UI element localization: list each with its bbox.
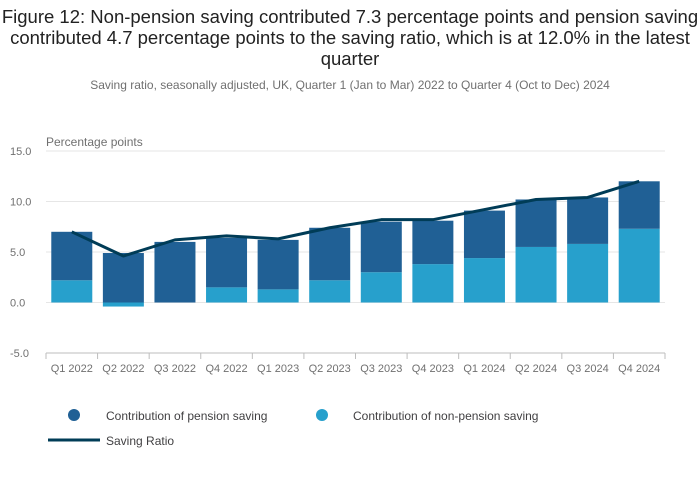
bar-non-pension: [206, 287, 248, 303]
bar-non-pension: [463, 258, 505, 303]
bar-non-pension: [567, 243, 609, 303]
legend-label-pension: Contribution of pension saving: [106, 409, 267, 423]
x-tick-label: Q4 2022: [205, 363, 247, 375]
bars: [51, 181, 660, 307]
y-tick-label: 15.0: [10, 146, 31, 158]
bar-pension: [463, 210, 505, 259]
saving-ratio-series: [71, 179, 640, 258]
y-axis-ticks: 15.0 10.0 5.0 0.0 -5.0: [10, 146, 31, 360]
bar-pension: [51, 231, 93, 281]
bar-pension: [515, 199, 557, 247]
saving-ratio-line: [71, 179, 640, 258]
x-tick-label: Q2 2022: [102, 363, 144, 375]
x-tick-label: Q3 2024: [567, 363, 609, 375]
x-tick-label: Q1 2024: [463, 363, 505, 375]
x-tick-label: Q1 2022: [51, 363, 93, 375]
y-axis-label: Percentage points: [46, 135, 143, 149]
x-tick-label: Q4 2023: [412, 363, 454, 375]
y-tick-label: 10.0: [10, 197, 31, 209]
bar-pension: [360, 221, 402, 273]
x-tick-label: Q1 2023: [257, 363, 299, 375]
chart-title: Figure 12: Non-pension saving contribute…: [1, 6, 699, 69]
bar-pension: [154, 241, 196, 303]
y-tick-label: -5.0: [10, 348, 29, 360]
legend: Contribution of pension saving Contributi…: [48, 409, 538, 448]
bar-pension: [102, 253, 144, 303]
bar-pension: [309, 227, 351, 281]
x-tick-label: Q2 2024: [515, 363, 557, 375]
bar-pension: [618, 181, 660, 229]
bar-non-pension: [257, 289, 299, 303]
bar-non-pension: [102, 302, 144, 307]
legend-marker-non-pension: [316, 409, 328, 421]
x-tick-label: Q3 2023: [360, 363, 402, 375]
x-tick-label: Q4 2024: [618, 363, 660, 375]
bar-non-pension: [515, 246, 557, 303]
bar-pension: [567, 197, 609, 244]
x-axis: Q1 2022 Q2 2022 Q3 2022 Q4 2022 Q1 2023 Q2 20…: [45, 352, 666, 375]
x-tick-label: Q3 2022: [154, 363, 196, 375]
bar-non-pension: [618, 228, 660, 303]
legend-marker-pension: [68, 409, 80, 421]
bar-pension: [206, 237, 248, 288]
bar-non-pension: [51, 280, 93, 303]
bar-non-pension: [309, 280, 351, 303]
bar-non-pension: [360, 272, 402, 303]
y-tick-label: 5.0: [10, 247, 25, 259]
bar-pension: [257, 239, 299, 290]
x-tick-label: Q2 2023: [309, 363, 351, 375]
y-tick-label: 0.0: [10, 298, 25, 310]
legend-label-non-pension: Contribution of non-pension saving: [353, 409, 538, 423]
bar-non-pension: [412, 264, 454, 303]
bar-pension: [412, 220, 454, 265]
legend-label-saving-ratio: Saving Ratio: [106, 434, 174, 448]
chart-subtitle: Saving ratio, seasonally adjusted, UK, Q…: [90, 78, 610, 92]
